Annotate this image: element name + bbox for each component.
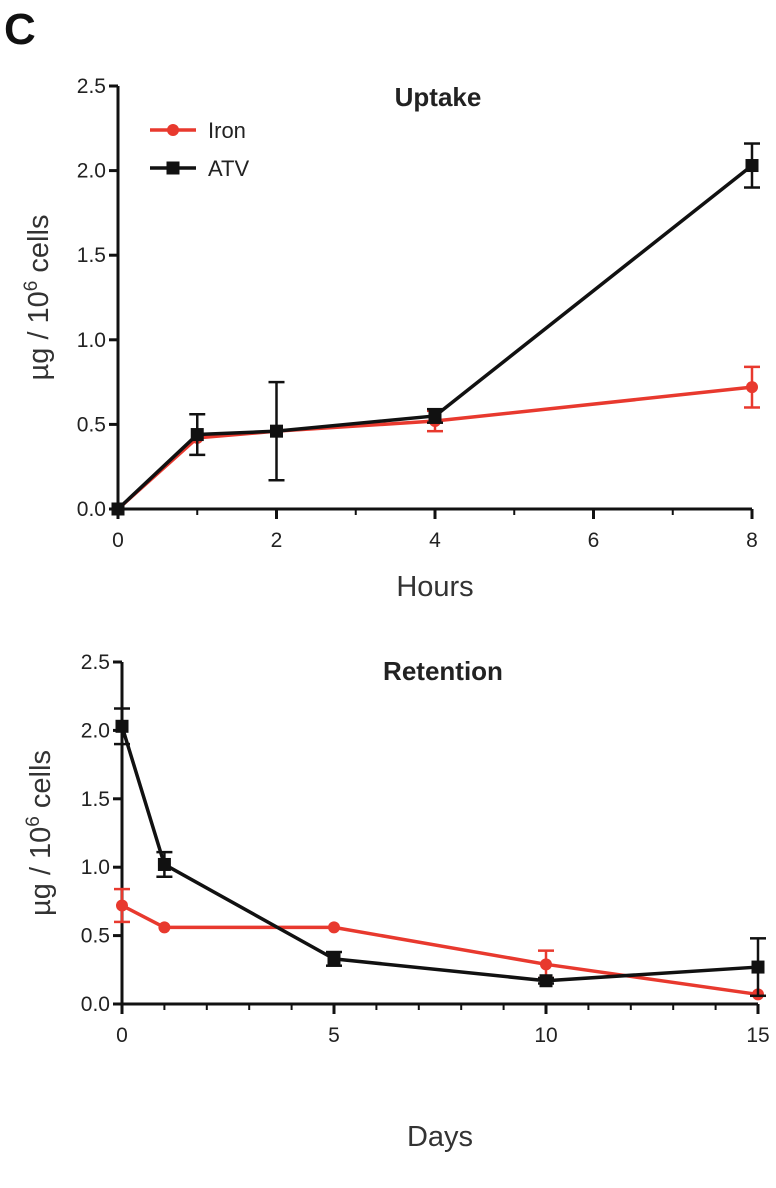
data-point [746,381,758,394]
series-atv [114,707,766,998]
y-axis-label: µg / 106 cells [21,215,55,381]
series-line [116,164,754,511]
data-point [157,857,171,871]
data-point [751,960,765,974]
data-point [116,899,128,912]
data-point [327,952,341,966]
x-tick-label: 0 [112,529,124,552]
series-iron [112,365,760,515]
legend-marker [166,161,180,175]
legend-item-atv: ATV [150,156,249,181]
x-tick-label: 2 [271,529,283,552]
x-tick-label: 10 [534,1024,557,1047]
x-tick-label: 6 [588,529,600,552]
data-point [428,409,442,423]
series-iron [114,887,764,1001]
legend-marker [167,124,179,136]
y-tick-label: 1.0 [77,329,106,352]
series-line [121,903,759,997]
data-point [539,974,553,988]
data-point [158,921,171,934]
x-tick-label: 4 [429,529,441,552]
data-point [111,502,125,516]
y-tick-label: 2.0 [81,719,110,742]
data-point [540,958,552,971]
y-axis-label: µg / 106 cells [23,750,57,916]
x-tick-label: 8 [746,529,758,552]
legend-label: ATV [208,156,249,181]
data-point [115,719,129,733]
x-tick-label: 0 [116,1024,128,1047]
y-tick-label: 2.0 [77,160,106,183]
chart-title: Uptake [395,82,482,112]
x-tick-label: 15 [746,1024,769,1047]
y-tick-label: 0.0 [77,498,106,521]
y-tick-label: 1.5 [77,244,106,267]
y-tick-label: 2.5 [81,651,110,674]
y-tick-label: 1.5 [81,788,110,811]
x-tick-label: 5 [328,1024,340,1047]
data-point [270,424,283,438]
data-point [190,428,204,442]
y-tick-label: 2.5 [77,75,106,98]
data-point [328,921,340,934]
panel-label: C [4,5,36,54]
x-axis-label: Hours [396,571,473,603]
data-point [745,159,759,173]
series-line [116,385,753,511]
chart-title: Retention [383,656,503,686]
legend-label: Iron [208,118,246,143]
y-tick-label: 1.0 [81,856,110,879]
legend-item-iron: Iron [150,118,246,143]
series-atv [111,142,760,516]
y-tick-label: 0.5 [81,925,110,948]
retention-chart: 0.0 0.5 1.0 1.5 2.0 2.5 0 5 10 15 Retention Days µg … [23,651,770,1153]
series-line [120,725,759,983]
y-tick-label: 0.0 [81,993,110,1016]
x-axis-label: Days [407,1121,473,1153]
y-tick-label: 0.5 [77,413,106,436]
uptake-chart: 0.0 0.5 1.0 1.5 2.0 2.5 0 2 4 6 8 Uptake Hours µg / 1… [21,75,760,603]
